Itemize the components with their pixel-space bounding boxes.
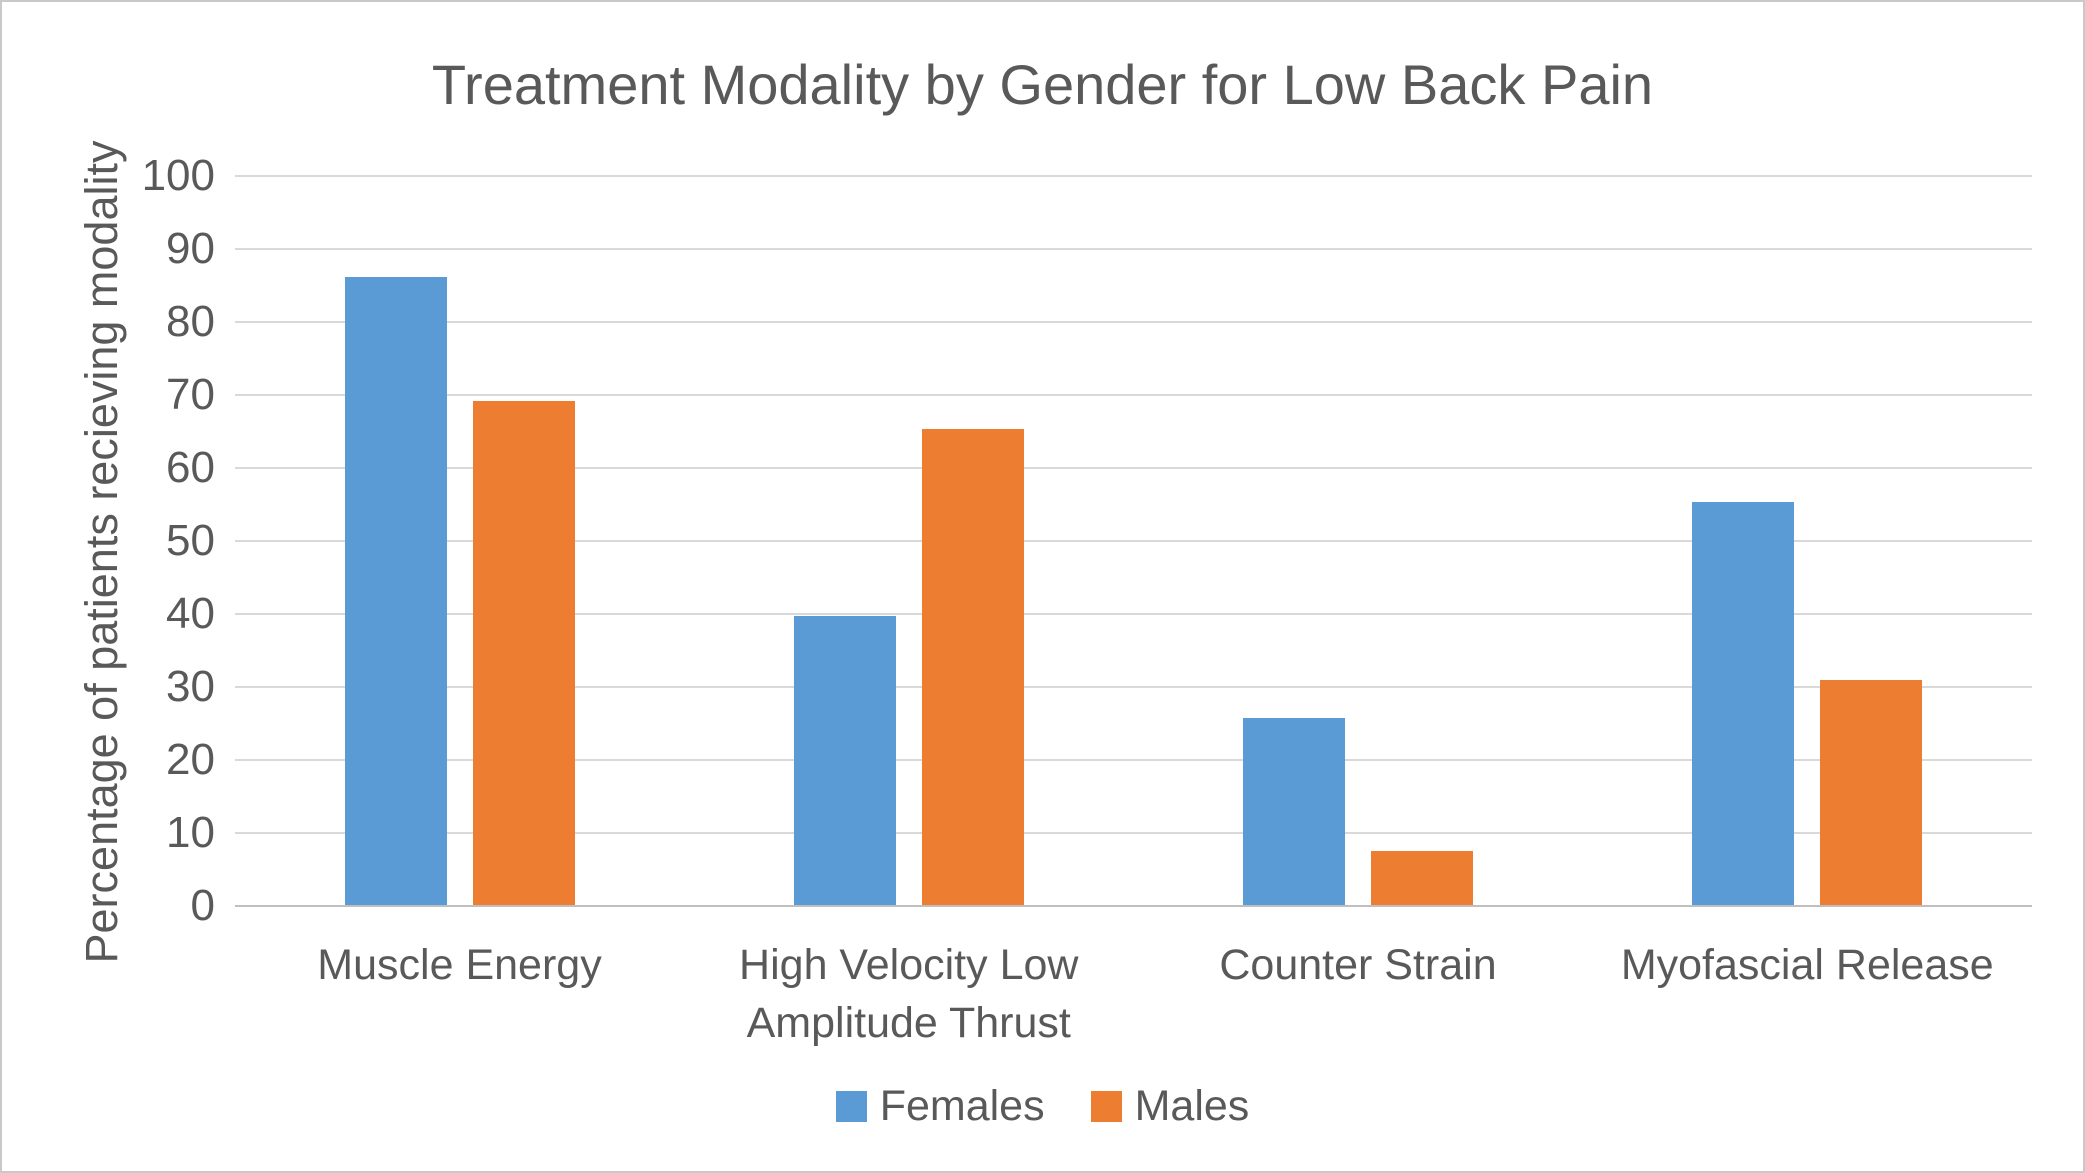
bar-females [1692,502,1795,906]
gridline [235,175,2032,177]
legend-swatch-females [835,1091,867,1122]
y-tick-label: 10 [166,808,215,857]
y-tick-label: 40 [166,589,215,638]
gridline [235,540,2032,542]
y-tick-label: 20 [166,735,215,784]
gridline [235,759,2032,761]
y-tick-label: 100 [141,151,215,200]
y-tick-label: 80 [166,297,215,346]
bar-males [472,400,575,906]
y-tick-label: 50 [166,516,215,565]
bar-males [1820,680,1923,906]
gridline [235,394,2032,396]
legend-label-females: Females [879,1082,1045,1130]
category-label: Counter Strain [1219,941,1497,989]
plot-area [235,175,2032,907]
legend-label-males: Males [1134,1082,1250,1130]
bar-females [793,616,896,906]
y-tick-label: 90 [166,224,215,273]
legend-item-males: Males [1090,1082,1250,1131]
gridline [235,613,2032,615]
bar-females [1243,717,1346,906]
bar-males [1371,850,1474,906]
gridline [235,467,2032,469]
y-tick-label: 30 [166,662,215,711]
y-tick-label: 0 [190,881,215,930]
y-tick-label: 60 [166,443,215,492]
gridline [235,248,2032,250]
y-tick-label: 70 [166,370,215,419]
bar-males [921,429,1024,906]
bar-females [344,276,447,906]
gridline [235,321,2032,323]
category-label: Myofascial Release [1620,941,1994,989]
chart-title: Treatment Modality by Gender for Low Bac… [431,53,1654,116]
gridline [235,832,2032,834]
category-label: High Velocity Low Amplitude Thrust [739,941,1079,1047]
legend-swatch-males [1090,1091,1122,1122]
legend: Females Males [2,1082,2083,1131]
gridline [235,686,2032,688]
category-label: Muscle Energy [317,941,602,989]
x-axis-line [235,905,2032,907]
legend-item-females: Females [835,1082,1045,1131]
x-axis-category-labels: Muscle Energy High Velocity Low Amplitude… [235,936,2032,1066]
